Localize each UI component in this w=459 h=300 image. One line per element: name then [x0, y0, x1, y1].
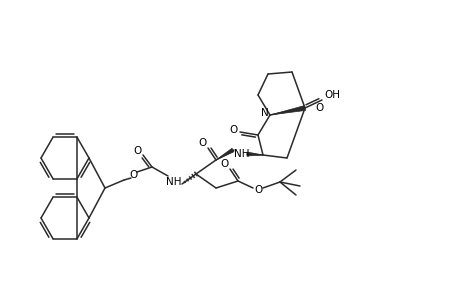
Text: NH: NH [166, 177, 181, 187]
Text: OH: OH [323, 90, 339, 100]
Text: N: N [261, 108, 269, 118]
Polygon shape [216, 148, 234, 160]
Text: O: O [230, 125, 238, 135]
Polygon shape [269, 106, 305, 115]
Polygon shape [246, 152, 263, 156]
Text: O: O [198, 138, 207, 148]
Text: O: O [254, 185, 263, 195]
Text: O: O [315, 103, 324, 113]
Text: O: O [134, 146, 142, 156]
Text: NH: NH [234, 149, 249, 159]
Text: O: O [129, 170, 138, 180]
Text: O: O [220, 159, 229, 169]
